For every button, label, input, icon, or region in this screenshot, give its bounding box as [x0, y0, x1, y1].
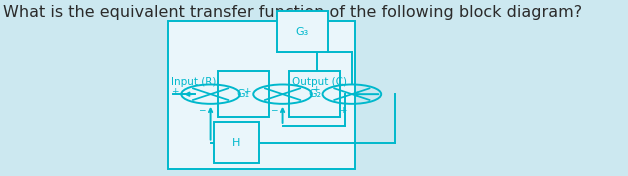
Text: Output (C): Output (C) — [291, 77, 347, 87]
Text: −: − — [198, 106, 205, 115]
Text: −: − — [270, 106, 278, 115]
Text: Input (R): Input (R) — [171, 77, 216, 87]
Text: G₁: G₁ — [237, 89, 250, 99]
Text: What is the equivalent transfer function of the following block diagram?: What is the equivalent transfer function… — [3, 5, 582, 20]
Text: H: H — [232, 138, 241, 147]
Bar — [168, 21, 355, 169]
Text: +: + — [171, 87, 178, 96]
Text: +: + — [312, 85, 320, 94]
Text: G₃: G₃ — [296, 27, 309, 37]
Bar — [214, 122, 259, 163]
Text: +: + — [243, 87, 251, 96]
Bar — [289, 71, 340, 117]
Text: +: + — [339, 106, 347, 115]
Text: G₂: G₂ — [308, 89, 321, 99]
Bar — [217, 71, 269, 117]
Bar — [277, 11, 328, 52]
